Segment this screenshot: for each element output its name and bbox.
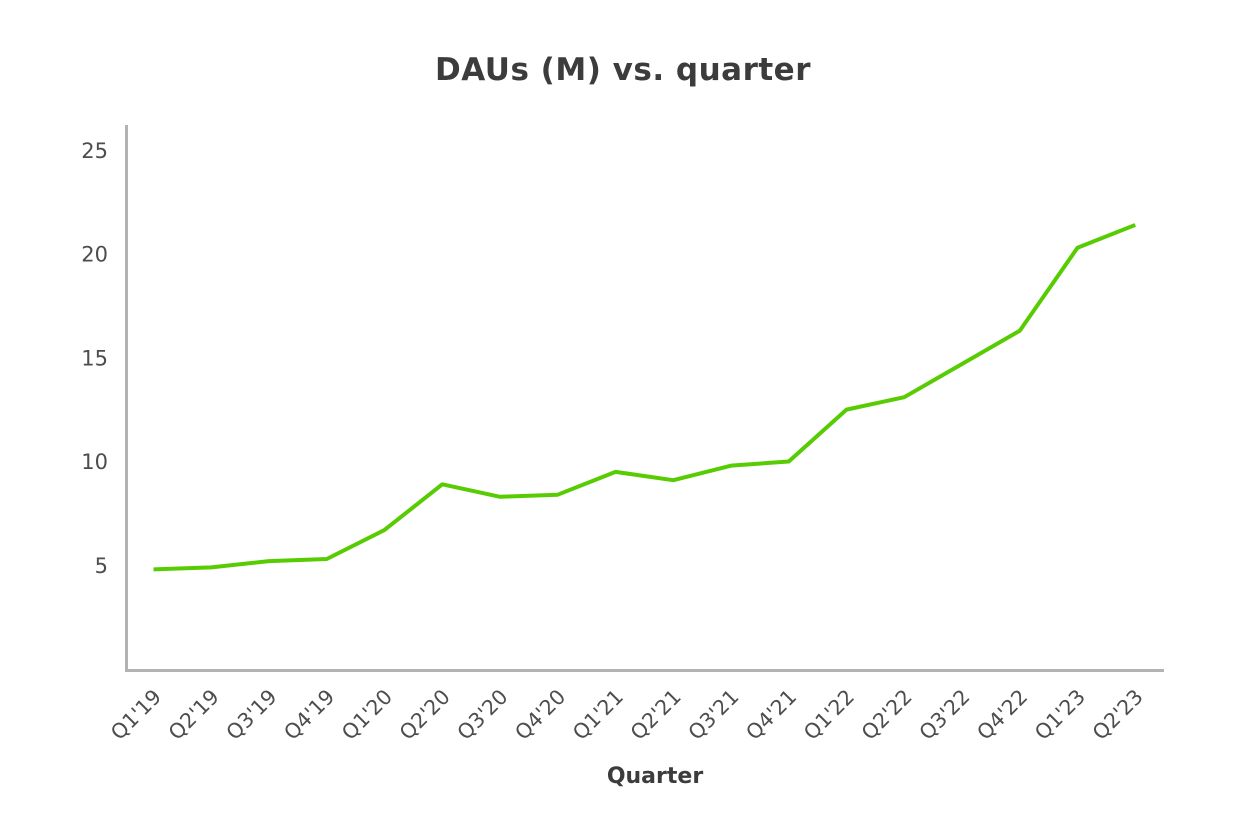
x-tick-label: Q4'19 <box>279 685 339 745</box>
x-tick-label: Q4'22 <box>972 685 1032 745</box>
x-tick-label: Q2'22 <box>857 685 917 745</box>
x-tick-label: Q1'21 <box>568 685 628 745</box>
x-axis-label: Quarter <box>606 764 704 789</box>
x-tick-label: Q3'21 <box>683 685 743 745</box>
x-tick-label: Q2'21 <box>626 685 686 745</box>
x-tick-label: Q2'23 <box>1088 685 1148 745</box>
y-tick-label: 25 <box>81 139 108 163</box>
x-tick-label: Q2'19 <box>164 685 224 745</box>
dau-line-series <box>153 223 1136 572</box>
x-tick-label: Q3'19 <box>221 685 281 745</box>
y-tick-label: 5 <box>95 554 108 578</box>
x-tick-label: Q4'20 <box>510 685 570 745</box>
x-tick-label: Q4'21 <box>741 685 801 745</box>
x-tick-label: Q3'22 <box>914 685 974 745</box>
x-tick-label: Q1'19 <box>106 685 166 745</box>
x-tick-label: Q1'22 <box>799 685 859 745</box>
y-tick-label: 20 <box>81 243 108 267</box>
chart-title: DAUs (M) vs. quarter <box>435 52 811 88</box>
x-tick-label: Q1'23 <box>1030 685 1090 745</box>
x-tick-label: Q2'20 <box>395 685 455 745</box>
x-tick-label: Q3'20 <box>452 685 512 745</box>
x-tick-label: Q1'20 <box>337 685 397 745</box>
y-tick-label: 15 <box>81 346 108 370</box>
y-tick-label: 10 <box>81 450 108 474</box>
